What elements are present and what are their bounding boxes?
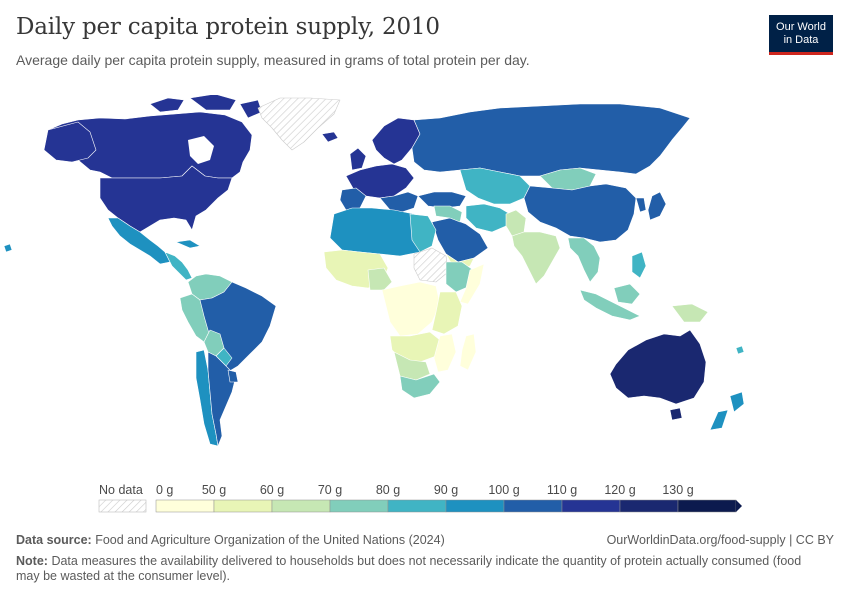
hudson-bay (188, 136, 214, 164)
philippines[interactable] (631, 251, 647, 279)
legend-swatch-4[interactable] (387, 499, 447, 513)
papua-new-guinea[interactable] (671, 303, 709, 323)
china[interactable] (523, 183, 637, 243)
legend-swatch-0[interactable] (155, 499, 215, 513)
data-source-text[interactable]: Food and Agriculture Organization of the… (95, 533, 445, 547)
iraq-syria[interactable] (433, 205, 463, 223)
note-text: Data measures the availability delivered… (16, 554, 802, 583)
japan[interactable] (647, 191, 667, 221)
iran-afghanistan[interactable] (465, 203, 511, 233)
fiji[interactable] (735, 345, 745, 355)
legend-open-end-arrow (736, 500, 742, 512)
legend-swatch-7[interactable] (561, 499, 621, 513)
greenland (257, 97, 341, 151)
uruguay[interactable] (227, 369, 239, 383)
australia[interactable] (609, 329, 707, 405)
madagascar[interactable] (459, 333, 477, 371)
owid-logo[interactable]: Our World in Data (769, 15, 833, 55)
egypt[interactable] (409, 213, 437, 253)
legend-swatch-9[interactable] (677, 499, 737, 513)
nigeria[interactable] (367, 267, 393, 291)
south-africa[interactable] (399, 373, 441, 399)
data-source-label: Data source: (16, 533, 92, 547)
legend-label-8: 120 g (604, 483, 635, 497)
color-legend: No data 0 g 50 g 60 g 70 g 80 g 90 g 100 g 110 … (98, 483, 742, 513)
legend-label-2: 60 g (260, 483, 284, 497)
turkey-caucasus[interactable] (417, 191, 467, 209)
pacific-island[interactable] (3, 243, 13, 253)
uk-ireland[interactable] (349, 147, 367, 171)
central-america[interactable] (164, 251, 193, 281)
logo-line-1: Our World (776, 21, 826, 33)
footer-link[interactable]: OurWorldinData.org/food-supply | CC BY (606, 533, 834, 547)
world-map (3, 95, 745, 447)
legend-no-data-swatch (98, 499, 147, 513)
chart-title: Daily per capita protein supply, 2010 (16, 14, 440, 40)
data-source: Data source: Food and Agriculture Organi… (16, 533, 445, 547)
legend-label-4: 80 g (376, 483, 400, 497)
legend-swatch-1[interactable] (213, 499, 273, 513)
canada-arctic-islands[interactable] (149, 95, 263, 119)
legend-label-6: 100 g (488, 483, 519, 497)
east-africa[interactable] (431, 291, 463, 335)
legend-no-data-label: No data (99, 483, 143, 497)
legend-label-0: 0 g (156, 483, 173, 497)
legend-swatch-6[interactable] (503, 499, 563, 513)
central-africa[interactable] (381, 281, 441, 337)
tasmania[interactable] (669, 407, 683, 421)
mozambique[interactable] (433, 333, 457, 373)
legend-swatch-2[interactable] (271, 499, 331, 513)
legend-label-1: 50 g (202, 483, 226, 497)
legend-label-5: 90 g (434, 483, 458, 497)
borneo-sulawesi[interactable] (613, 283, 641, 305)
legend-label-7: 110 g (547, 483, 577, 497)
legend-swatch-8[interactable] (619, 499, 679, 513)
cuba[interactable] (175, 239, 201, 249)
legend-swatch-3[interactable] (329, 499, 389, 513)
sudan (413, 247, 449, 283)
india[interactable] (511, 231, 561, 285)
footer-note: Note: Data measures the availability del… (16, 554, 816, 584)
legend-swatch-5[interactable] (445, 499, 505, 513)
iceland[interactable] (321, 131, 339, 143)
legend-label-3: 70 g (318, 483, 342, 497)
scandinavia[interactable] (371, 117, 421, 165)
new-zealand[interactable] (709, 391, 745, 431)
chart-subtitle: Average daily per capita protein supply,… (16, 52, 530, 68)
note-label: Note: (16, 554, 48, 568)
alaska[interactable] (43, 121, 97, 163)
legend-label-9: 130 g (662, 483, 693, 497)
russia[interactable] (411, 103, 691, 177)
somalia[interactable] (459, 263, 485, 305)
southeast-asia[interactable] (567, 237, 601, 283)
korea[interactable] (635, 197, 647, 213)
indonesia[interactable] (579, 289, 641, 321)
logo-line-2: in Data (783, 33, 819, 46)
